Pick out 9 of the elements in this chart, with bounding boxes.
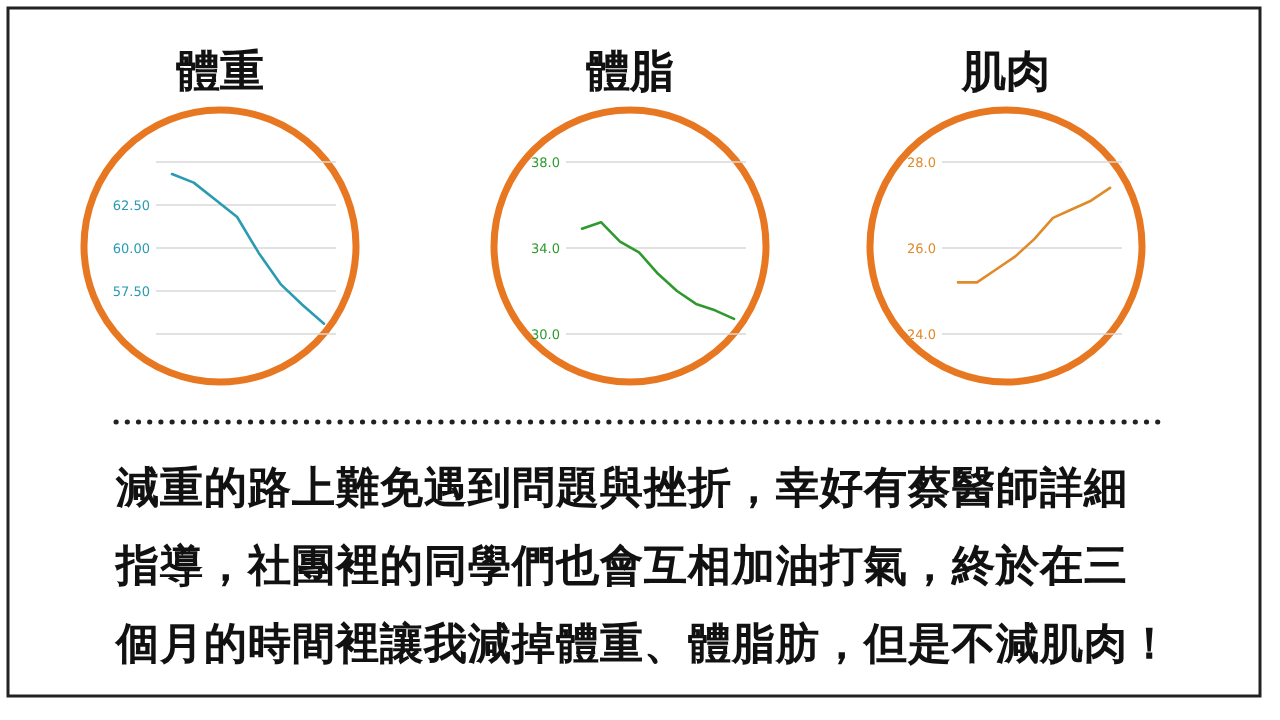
text: 指導，社團裡的同學們也會互相加油打氣，終於在三 bbox=[114, 540, 1128, 592]
chart-title: 體脂 bbox=[586, 48, 674, 98]
line-series bbox=[956, 186, 1112, 284]
text: 個月的時間裡讓我減掉體重、體脂肪，但是不減肌肉！ bbox=[114, 618, 1172, 670]
line-series bbox=[170, 172, 326, 325]
line-series bbox=[580, 220, 736, 321]
chart-title: 肌肉 bbox=[960, 48, 1050, 98]
text: 減重的路上難免遇到問題與挫折，幸好有蔡醫師詳細 bbox=[114, 464, 1128, 514]
chart-title: 體重 bbox=[176, 48, 264, 98]
